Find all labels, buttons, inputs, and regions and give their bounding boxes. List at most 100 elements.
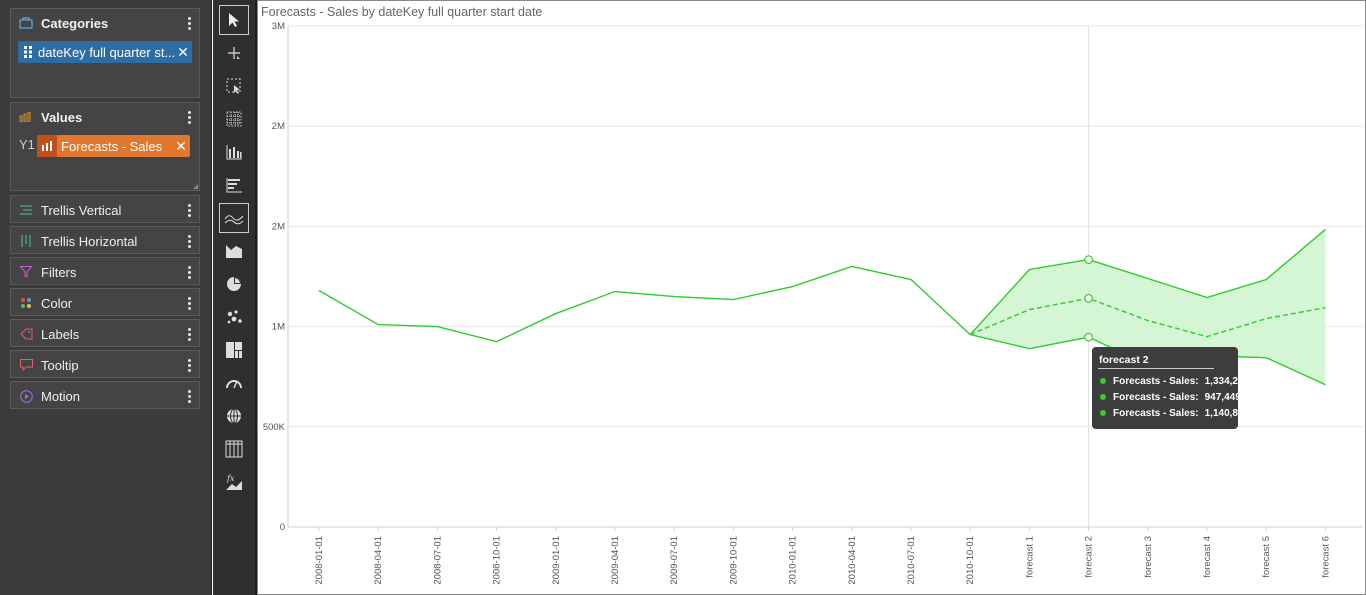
motion-menu-icon[interactable] [179, 389, 199, 403]
filters-section[interactable]: Filters [10, 257, 200, 285]
series-dot-icon [1100, 378, 1106, 384]
area-chart-icon[interactable] [219, 236, 249, 266]
category-field-pill[interactable]: dateKey full quarter st... ✕ [18, 41, 192, 63]
trellis-vertical-label: Trellis Vertical [41, 202, 122, 218]
bar-chart-small-icon [37, 135, 57, 157]
x-tick-label: 2010-01-01 [788, 536, 799, 585]
map-globe-icon[interactable] [219, 401, 249, 431]
series-dot-icon [1100, 394, 1106, 400]
trellis-vertical-section[interactable]: Trellis Vertical [10, 195, 200, 223]
remove-value-icon[interactable]: ✕ [175, 137, 187, 154]
tooltip-title: forecast 2 [1099, 354, 1149, 366]
gauge-icon[interactable] [219, 368, 249, 398]
categories-header[interactable]: Categories [11, 9, 199, 37]
tooltip-row: Forecasts - Sales: 1,334,241 [1100, 374, 1249, 388]
scatter-chart-icon[interactable] [219, 302, 249, 332]
color-section[interactable]: Color [10, 288, 200, 316]
field-panel: Categories dateKey full quarter st... ✕ … [0, 0, 212, 595]
x-tick-label: 2010-10-01 [965, 536, 976, 585]
y-tick-label: 0 [280, 522, 285, 533]
tag-icon [11, 328, 41, 340]
values-header[interactable]: Values [11, 103, 199, 131]
labels-menu-icon[interactable] [179, 327, 199, 341]
x-tick-label: 2008-07-01 [432, 536, 443, 585]
highlight-point [1084, 293, 1093, 303]
x-tick-label: 2010-07-01 [906, 536, 917, 585]
resize-corner-icon [193, 184, 198, 189]
categories-section: Categories dateKey full quarter st... ✕ [10, 8, 200, 98]
motion-header[interactable]: Motion [11, 382, 199, 410]
play-circle-icon [11, 389, 41, 403]
visualization-toolbar: fx [213, 0, 257, 595]
labels-label: Labels [41, 326, 80, 342]
values-icon [11, 112, 41, 122]
x-tick-label: 2008-10-01 [492, 536, 503, 585]
values-section: Values Y1 Forecasts - Sales ✕ [10, 102, 200, 191]
highlight-markers [1084, 255, 1093, 342]
categories-icon [11, 17, 41, 29]
labels-header[interactable]: Labels [11, 320, 199, 348]
add-element-icon[interactable] [219, 38, 249, 68]
filters-header[interactable]: Filters [11, 258, 199, 286]
tooltip-menu-icon[interactable] [179, 358, 199, 372]
table-grid-icon[interactable] [219, 104, 249, 134]
color-header[interactable]: Color [11, 289, 199, 317]
x-tick-label: 2008-04-01 [373, 536, 384, 585]
categories-menu-icon[interactable] [179, 16, 199, 30]
category-field-label: dateKey full quarter st... [38, 44, 174, 60]
values-label: Values [41, 109, 83, 125]
motion-label: Motion [41, 388, 81, 404]
trellis-vertical-header[interactable]: Trellis Vertical [11, 196, 199, 224]
value-field-pill[interactable]: Forecasts - Sales ✕ [37, 135, 190, 157]
remove-category-icon[interactable]: ✕ [177, 43, 189, 60]
highlight-point [1084, 332, 1093, 342]
forecast-series-line [969, 297, 1326, 338]
trellis-vertical-icon [11, 205, 41, 215]
trellis-horizontal-menu-icon[interactable] [179, 234, 199, 248]
trellis-horizontal-header[interactable]: Trellis Horizontal [11, 227, 199, 255]
speech-bubble-icon [11, 359, 41, 371]
svg-text:fx: fx [226, 474, 235, 483]
tooltip-row-value: 947,449 [1204, 391, 1241, 403]
series-lines [318, 228, 1326, 386]
column-chart-icon[interactable] [219, 137, 249, 167]
tooltip-row-label: Forecasts - Sales: [1113, 391, 1199, 403]
x-tick-label: forecast 1 [1024, 536, 1035, 578]
confidence-band [970, 229, 1326, 385]
pie-chart-icon[interactable] [219, 269, 249, 299]
labels-section[interactable]: Labels [10, 319, 200, 347]
region-select-icon[interactable] [219, 71, 249, 101]
pivot-grid-icon[interactable] [219, 434, 249, 464]
color-menu-icon[interactable] [179, 296, 199, 310]
filter-funnel-icon [11, 266, 41, 278]
trellis-horizontal-section[interactable]: Trellis Horizontal [10, 226, 200, 254]
line-chart-icon[interactable] [219, 203, 249, 233]
chart-tooltip: forecast 2 Forecasts - Sales: 1,334,241 … [1092, 347, 1249, 429]
upper-bound-line [969, 228, 1326, 336]
tooltip-divider [1098, 368, 1214, 369]
tooltip-row-value: 1,334,241 [1204, 375, 1250, 387]
formula-chart-icon[interactable]: fx [219, 467, 249, 497]
filters-menu-icon[interactable] [179, 265, 199, 279]
motion-section[interactable]: Motion [10, 381, 200, 409]
color-label: Color [41, 295, 73, 311]
y1-axis-tag: Y1 [19, 137, 35, 152]
tooltip-row: Forecasts - Sales: 1,140,845 [1100, 406, 1249, 420]
treemap-icon[interactable] [219, 335, 249, 365]
x-tick-label: forecast 4 [1202, 536, 1213, 578]
chart-title: Forecasts - Sales by dateKey full quarte… [261, 5, 543, 19]
y-tick-label: 2M [272, 221, 285, 232]
filters-label: Filters [41, 264, 77, 280]
bar-chart-icon[interactable] [219, 170, 249, 200]
highlight-point [1084, 255, 1093, 265]
tooltip-row-label: Forecasts - Sales: [1113, 375, 1199, 387]
tooltip-header[interactable]: Tooltip [11, 351, 199, 379]
x-tick-label: forecast 3 [1143, 536, 1154, 578]
trellis-vertical-menu-icon[interactable] [179, 203, 199, 217]
select-pointer-icon[interactable] [219, 5, 249, 35]
x-tick-label: forecast 2 [1084, 536, 1095, 578]
x-tick-label: 2008-01-01 [314, 536, 325, 585]
line-chart[interactable]: 0 500K 1M 2M 2M 3M 2008-01-01 2008-04-01 2008-07… [258, 1, 1365, 594]
tooltip-section[interactable]: Tooltip [10, 350, 200, 378]
values-menu-icon[interactable] [179, 110, 199, 124]
